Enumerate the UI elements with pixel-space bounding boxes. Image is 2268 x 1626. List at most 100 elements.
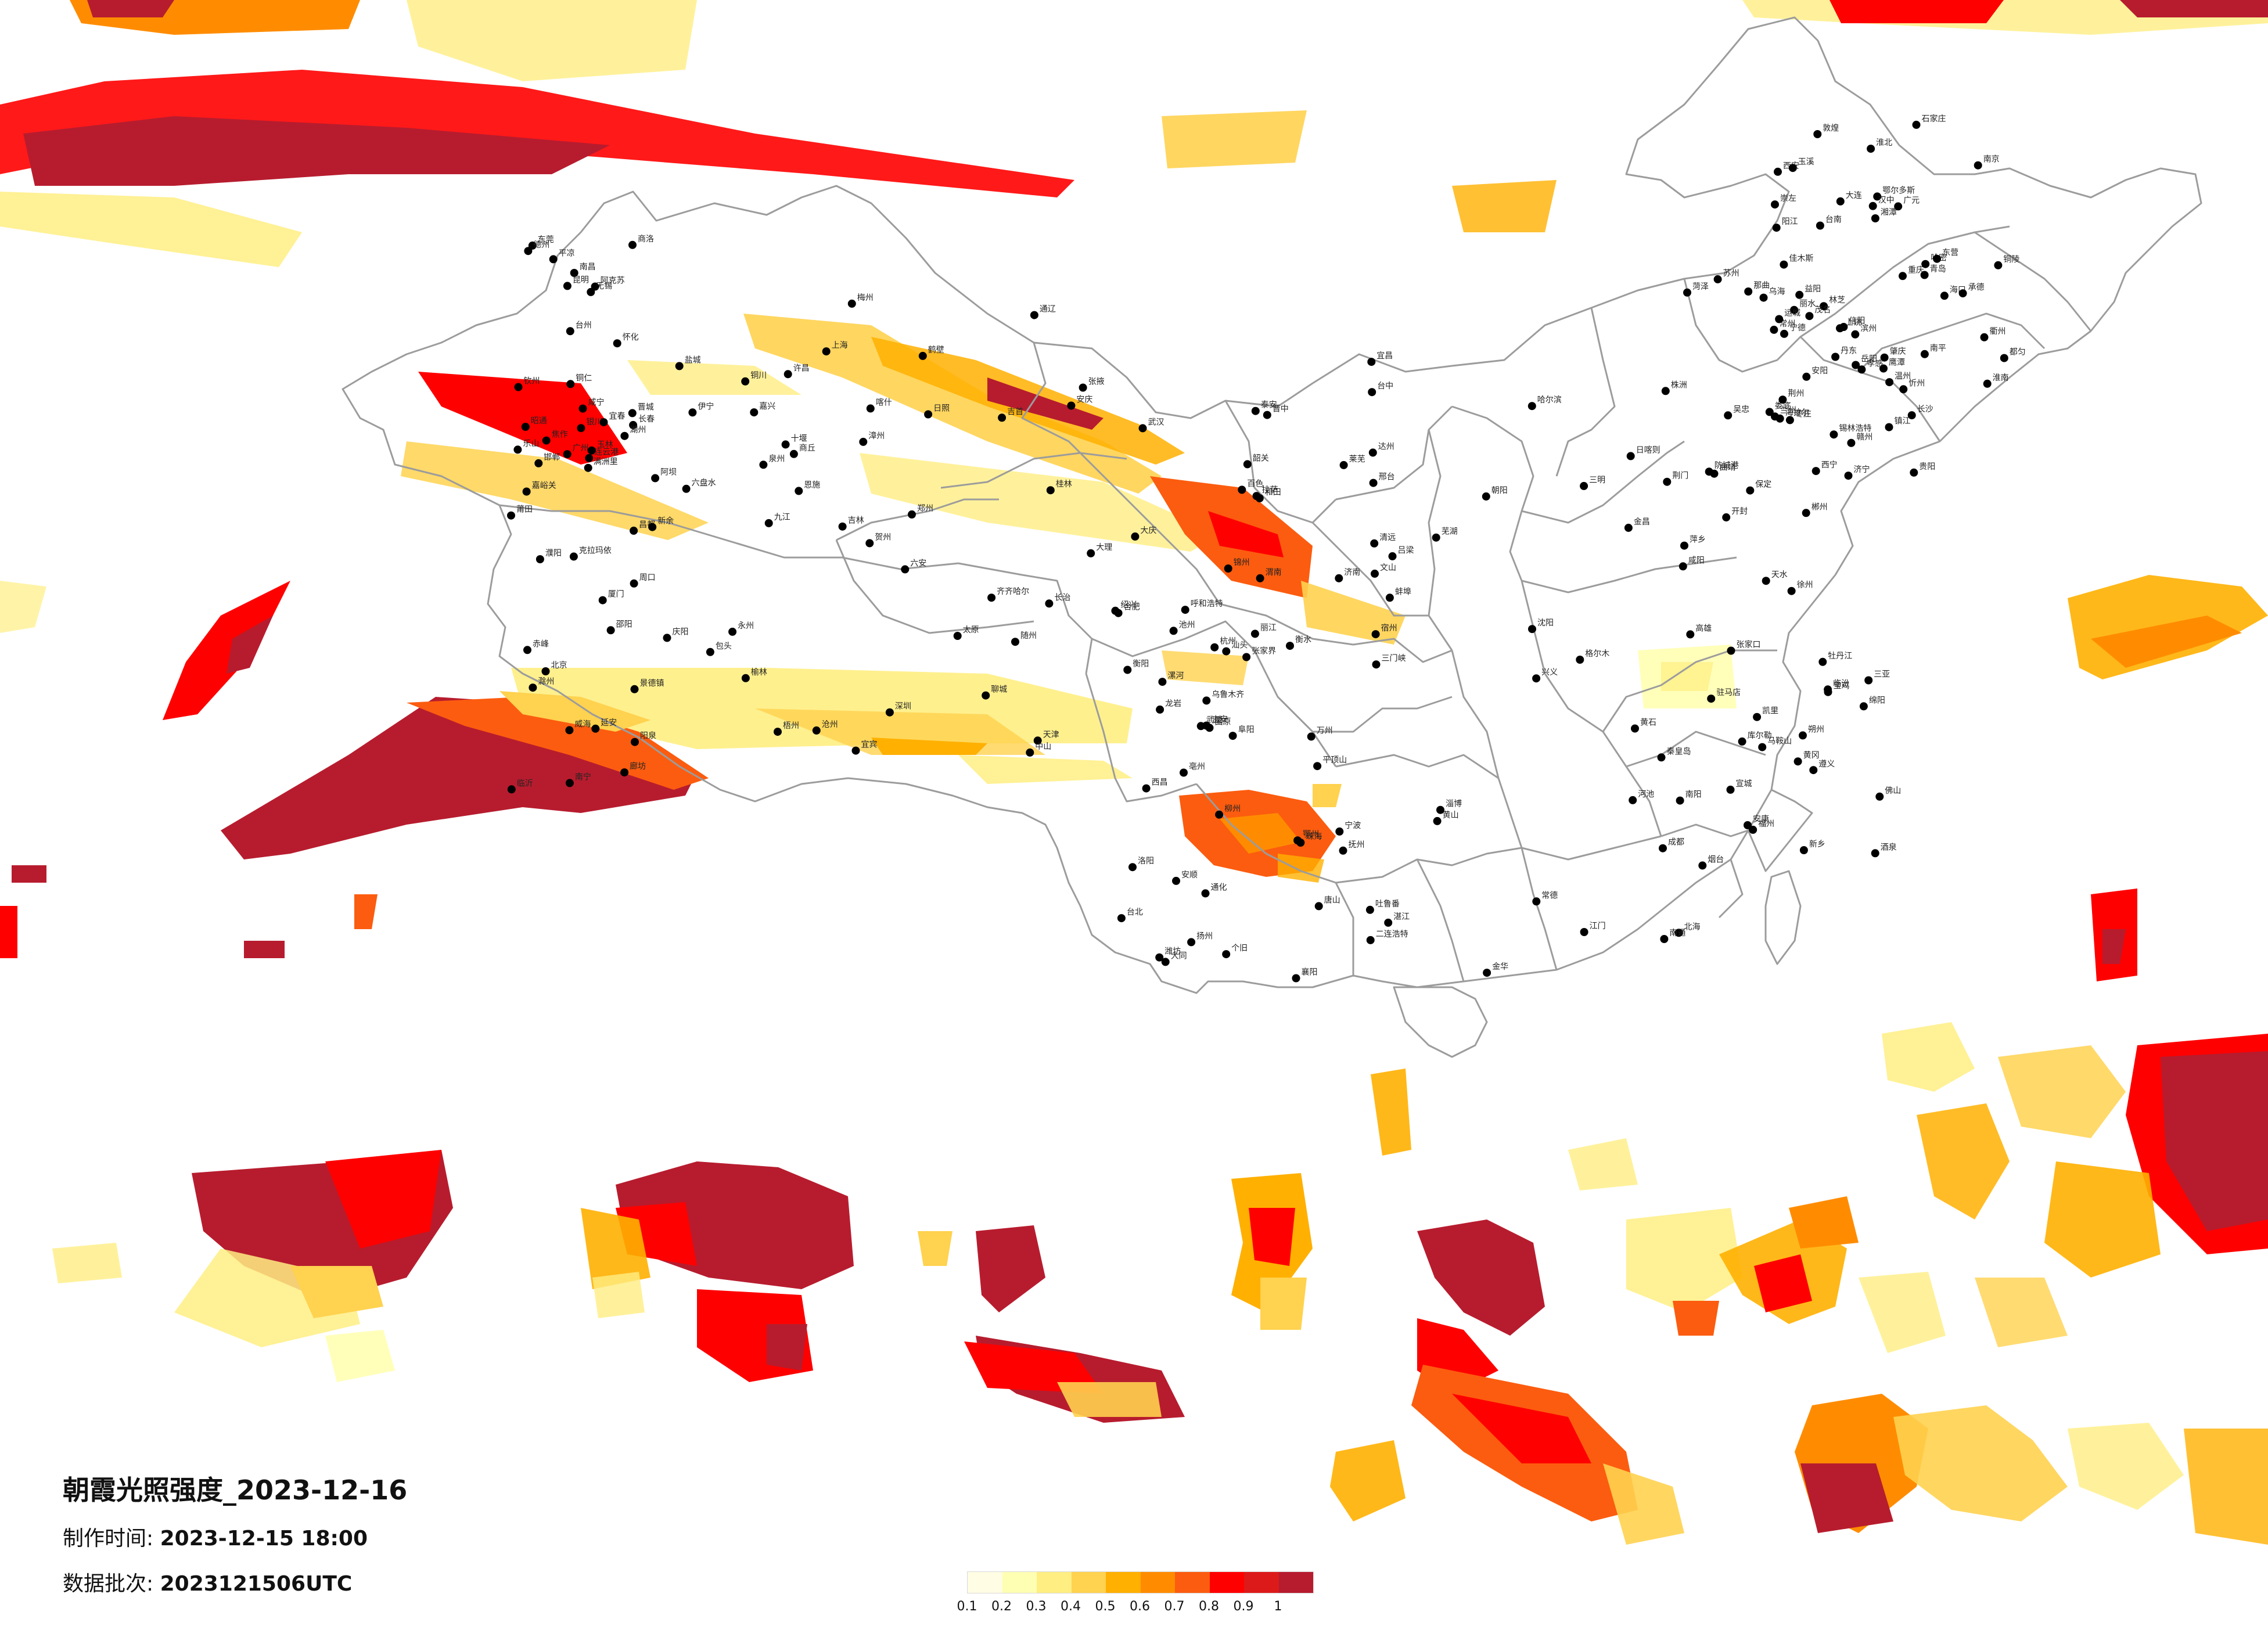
city-label: 沈阳	[1537, 618, 1554, 628]
city-label: 鹤壁	[928, 346, 944, 355]
city-label: 临汾	[1833, 679, 1849, 688]
city-dot	[1385, 593, 1394, 602]
city-label: 渭南	[1266, 568, 1282, 577]
city-dot	[1215, 810, 1224, 819]
legend-label: 0.2	[991, 1599, 1012, 1614]
city-dot	[1859, 702, 1868, 711]
city-dot	[1243, 460, 1252, 469]
city-dot	[728, 627, 737, 636]
city-dot	[1657, 753, 1666, 762]
city-label: 鄂尔多斯	[1882, 185, 1915, 195]
city-dot	[1686, 630, 1695, 639]
production-time-value: 2023-12-15 18:00	[160, 1527, 368, 1551]
city-dot	[2000, 354, 2008, 362]
city-label: 珠海	[1306, 832, 1322, 841]
city-label: 保定	[1755, 480, 1771, 490]
city-dot	[1180, 768, 1188, 777]
city-label: 鄂州	[1303, 830, 1319, 839]
production-time: 制作时间: 2023-12-15 18:00	[63, 1521, 368, 1552]
city-label: 嘉兴	[759, 402, 775, 411]
city-dot	[1868, 202, 1877, 210]
city-label: 乐山	[523, 439, 539, 448]
city-dot	[599, 418, 608, 427]
city-label: 安康	[1753, 814, 1769, 824]
city-dot	[1912, 120, 1921, 129]
city-dot	[918, 351, 927, 360]
color-legend-labels: 0.1 0.2 0.3 0.4 0.5 0.6 0.7 0.8 0.9 1	[951, 1599, 1323, 1617]
city-dot	[1527, 402, 1536, 411]
city-dot	[549, 255, 558, 264]
city-dot	[521, 423, 530, 431]
city-dot	[1370, 539, 1379, 548]
city-dot	[908, 510, 916, 519]
city-dot	[1201, 889, 1210, 898]
city-label: 咸宁	[588, 398, 605, 408]
city-label: 温州	[1895, 372, 1911, 381]
city-label: 贺州	[875, 533, 891, 542]
city-dot	[1335, 827, 1344, 836]
city-dot	[764, 519, 773, 527]
city-label: 洛阳	[1138, 857, 1154, 866]
city-dot	[1983, 379, 1992, 388]
city-dot	[566, 380, 575, 388]
city-dot	[924, 410, 933, 419]
city-label: 安阳	[1811, 366, 1828, 376]
city-label: 台中	[1377, 382, 1393, 391]
city-label: 庆阳	[673, 627, 689, 636]
city-label: 衡阳	[1133, 660, 1149, 669]
city-label: 盐城	[685, 355, 701, 365]
city-dot	[1250, 629, 1259, 638]
city-label: 兰州	[1780, 406, 1796, 415]
city-dot	[569, 552, 578, 561]
city-label: 晋中	[1273, 405, 1289, 414]
city-dot	[1710, 469, 1719, 478]
city-dot	[1726, 785, 1735, 794]
city-dot	[577, 424, 585, 433]
city-label: 宜昌	[1376, 351, 1393, 361]
city-dot	[851, 746, 860, 755]
city-label: 台北	[1127, 908, 1143, 917]
city-label: 宁德	[1789, 323, 1806, 333]
city-label: 厦门	[608, 590, 624, 599]
city-label: 阿克苏	[601, 276, 625, 286]
city-label: 吉林	[848, 516, 864, 526]
city-label: 大庆	[1140, 526, 1156, 535]
city-dot	[1851, 330, 1860, 339]
city-label: 防城港	[1715, 461, 1739, 470]
city-label: 随州	[1020, 631, 1037, 641]
city-label: 乌海	[1769, 287, 1785, 297]
city-dot	[529, 684, 537, 692]
city-label: 大连	[1846, 191, 1862, 200]
city-dot	[1384, 918, 1393, 927]
city-label: 文山	[1380, 563, 1396, 573]
city-dot	[1879, 364, 1888, 373]
city-dot	[1852, 361, 1860, 369]
city-dot	[1831, 352, 1840, 361]
city-dot	[1958, 289, 1967, 298]
city-label: 宜春	[609, 412, 626, 421]
city-label: 张家界	[1252, 646, 1276, 656]
city-dot	[866, 404, 875, 413]
city-label: 衡水	[1295, 635, 1311, 645]
city-label: 合肥	[1124, 603, 1140, 612]
city-label: 上饶	[1845, 318, 1861, 327]
city-label: 荆门	[1672, 472, 1688, 481]
city-dot	[524, 247, 533, 256]
city-dot	[1138, 424, 1147, 433]
city-label: 阳泉	[640, 731, 656, 741]
city-dot	[1799, 731, 1807, 740]
city-dot	[1910, 468, 1918, 477]
city-dot	[1788, 164, 1797, 172]
city-dot	[822, 347, 831, 356]
city-dot	[987, 593, 996, 602]
city-dot	[1802, 372, 1811, 381]
city-dot	[507, 785, 516, 794]
city-label: 枣庄	[1795, 409, 1811, 419]
city-label: 娄底	[1775, 401, 1791, 411]
city-label: 马鞍山	[1767, 737, 1792, 746]
city-label: 达州	[1378, 442, 1394, 451]
city-dot	[1372, 660, 1381, 669]
legend-label: 0.9	[1233, 1599, 1254, 1614]
city-dot	[1307, 732, 1315, 741]
city-label: 汉中	[1878, 196, 1895, 205]
